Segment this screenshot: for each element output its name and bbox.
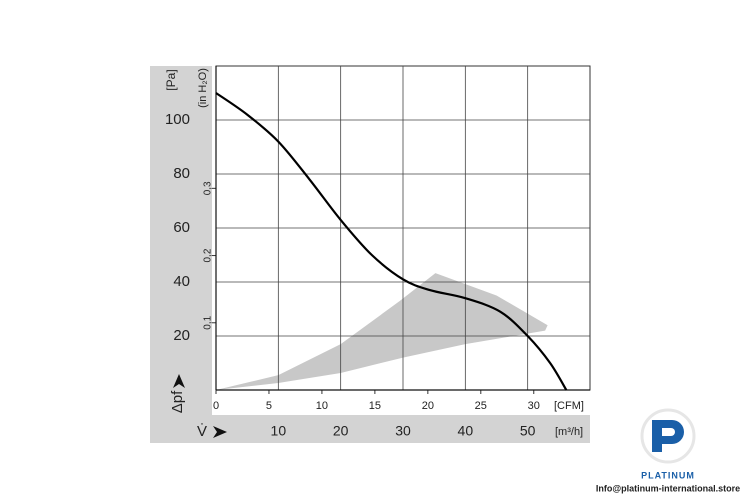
y-tick-label: 100 xyxy=(165,111,190,128)
x2-tick-label: 25 xyxy=(475,400,487,412)
logo: PLATINUM Info@platinum-international.sto… xyxy=(596,408,740,493)
y2-tick-label: 0,3 xyxy=(203,181,214,195)
x-arrow xyxy=(213,426,227,438)
x2-tick-label: 0 xyxy=(213,400,219,412)
x-label: [m³/h] xyxy=(555,426,583,438)
y2-tick-label: 0,1 xyxy=(203,315,214,329)
curve xyxy=(215,92,568,391)
y2-tick-label: 0,2 xyxy=(203,248,214,262)
x2-label: [CFM] xyxy=(554,400,584,412)
y-label: [Pa] xyxy=(164,69,178,90)
x2-tick-label: 30 xyxy=(528,400,540,412)
x-tick-label: 30 xyxy=(395,423,411,439)
y-tick-label: 40 xyxy=(173,273,190,290)
x2-tick-label: 10 xyxy=(316,400,328,412)
y-tick-label: 20 xyxy=(173,327,190,344)
operating-range xyxy=(216,273,548,390)
logo-p-hole xyxy=(662,428,675,436)
x-symbol: V̇ xyxy=(197,423,207,440)
x2-tick-label: 15 xyxy=(369,400,381,412)
x2-tick-label: 5 xyxy=(266,400,272,412)
x-tick-label: 50 xyxy=(520,423,536,439)
logo-email: Info@platinum-international.store xyxy=(596,483,740,493)
y-tick-label: 80 xyxy=(173,165,190,182)
y2-label: (in H₂O) xyxy=(197,68,209,108)
y-symbol: Δpf xyxy=(169,390,186,413)
x-tick-label: 40 xyxy=(458,423,474,439)
bottom-band xyxy=(150,415,590,443)
y-arrow xyxy=(173,374,185,388)
x2-tick-label: 20 xyxy=(422,400,434,412)
logo-brand: PLATINUM xyxy=(641,470,695,480)
x-tick-label: 10 xyxy=(271,423,287,439)
x-tick-label: 20 xyxy=(333,423,349,439)
plot xyxy=(216,66,590,390)
y-tick-label: 60 xyxy=(173,219,190,236)
